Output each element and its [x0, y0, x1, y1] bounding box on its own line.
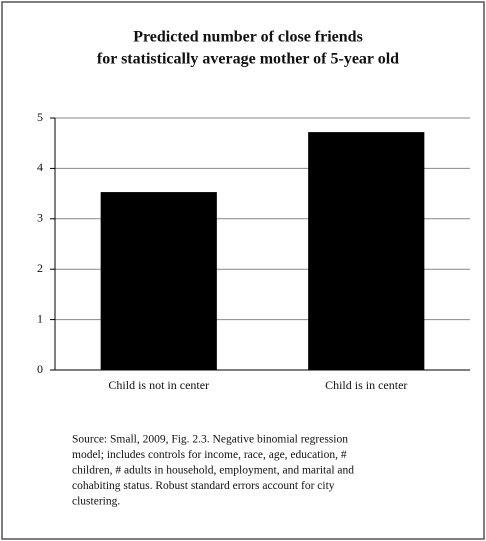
y-tick-label: 5: [37, 110, 43, 124]
bar: [100, 192, 217, 370]
source-note: Source: Small, 2009, Fig. 2.3. Negative …: [72, 434, 348, 446]
source-note: model; includes controls for income, rac…: [72, 449, 347, 461]
x-tick-label: Child is not in center: [108, 378, 209, 392]
bar: [308, 132, 425, 370]
y-tick-label: 4: [37, 160, 43, 174]
x-tick-label: Child is in center: [325, 378, 407, 392]
source-note: children, # adults in household, employm…: [72, 465, 354, 477]
chart-title: Predicted number of close friends: [133, 29, 363, 46]
source-note: clustering.: [72, 496, 120, 508]
y-tick-label: 2: [37, 261, 43, 275]
y-tick-label: 3: [37, 211, 43, 225]
chart-title: for statistically average mother of 5-ye…: [97, 51, 399, 68]
source-note: cohabiting status. Robust standard error…: [72, 480, 335, 492]
y-tick-label: 0: [37, 362, 43, 376]
y-tick-label: 1: [37, 311, 43, 325]
